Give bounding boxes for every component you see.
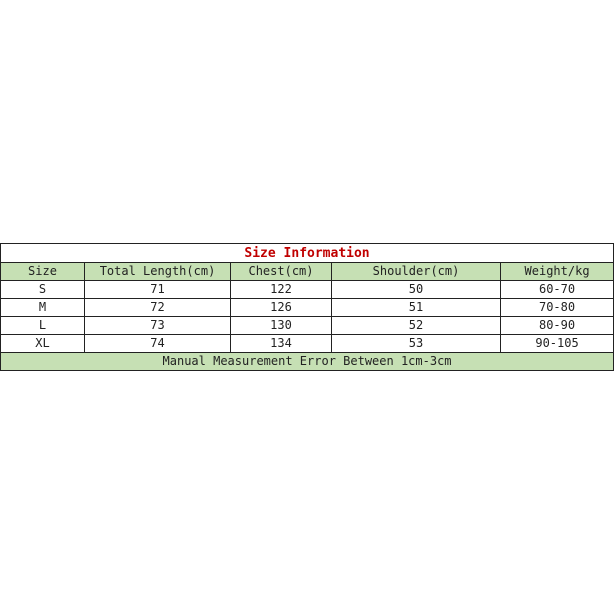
- table-cell: 74: [84, 334, 231, 353]
- table-cell: 53: [331, 334, 501, 353]
- column-header: Shoulder(cm): [331, 262, 501, 281]
- column-header: Weight/kg: [499, 262, 614, 281]
- table-cell: 122: [230, 280, 332, 299]
- table-cell: 51: [331, 298, 501, 317]
- table-row: XL 74 134 53 90-105: [0, 334, 614, 353]
- table-row: M 72 126 51 70-80: [0, 298, 614, 317]
- column-header: Chest(cm): [230, 262, 332, 281]
- table-cell: 90-105: [499, 334, 614, 353]
- table-cell: 71: [84, 280, 231, 299]
- table-cell: S: [0, 280, 85, 299]
- table-cell: 126: [230, 298, 332, 317]
- table-cell: 70-80: [499, 298, 614, 317]
- table-cell: 60-70: [499, 280, 614, 299]
- table-cell: 73: [84, 316, 231, 335]
- footer-note: Manual Measurement Error Between 1cm-3cm: [0, 352, 614, 371]
- table-cell: 72: [84, 298, 231, 317]
- table-row: L 73 130 52 80-90: [0, 316, 614, 335]
- column-header: Total Length(cm): [84, 262, 231, 281]
- table-cell: 52: [331, 316, 501, 335]
- table-row: S 71 122 50 60-70: [0, 280, 614, 299]
- table-cell: XL: [0, 334, 85, 353]
- table-cell: M: [0, 298, 85, 317]
- table-cell: L: [0, 316, 85, 335]
- table-cell: 134: [230, 334, 332, 353]
- size-table: Size Information Size Total Length(cm) C…: [0, 243, 614, 371]
- table-cell: 130: [230, 316, 332, 335]
- header-row: Size Total Length(cm) Chest(cm) Shoulder…: [0, 262, 614, 281]
- table-cell: 50: [331, 280, 501, 299]
- table-title: Size Information: [0, 243, 614, 263]
- table-cell: 80-90: [499, 316, 614, 335]
- column-header: Size: [0, 262, 85, 281]
